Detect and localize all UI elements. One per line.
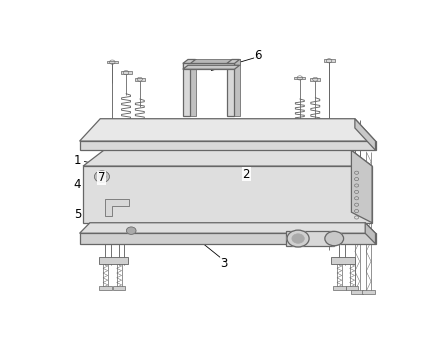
Polygon shape [79,223,376,233]
Polygon shape [294,77,305,79]
Text: 4: 4 [74,178,81,191]
Circle shape [127,227,136,234]
Polygon shape [79,233,376,244]
Polygon shape [183,65,240,69]
Text: 3: 3 [220,257,227,270]
Polygon shape [83,150,372,166]
Polygon shape [79,141,376,150]
Polygon shape [333,286,345,290]
Polygon shape [79,119,376,141]
Text: 2: 2 [242,168,250,181]
Polygon shape [107,61,118,63]
Polygon shape [352,150,372,223]
Polygon shape [286,231,334,247]
Circle shape [292,234,304,243]
Text: 6: 6 [254,49,262,62]
Polygon shape [105,199,130,216]
Polygon shape [120,71,131,74]
Polygon shape [365,223,376,244]
Circle shape [287,230,309,247]
Polygon shape [183,63,234,69]
Polygon shape [83,166,372,223]
Polygon shape [188,60,240,65]
Polygon shape [355,119,376,150]
Polygon shape [227,63,234,116]
Circle shape [98,173,106,180]
Polygon shape [135,78,145,81]
Polygon shape [346,286,358,290]
Polygon shape [113,286,125,290]
Polygon shape [99,286,111,290]
Text: 1: 1 [74,154,81,167]
Polygon shape [362,290,375,294]
Polygon shape [232,60,240,116]
Polygon shape [188,60,195,116]
Circle shape [95,171,110,182]
Polygon shape [227,60,240,63]
Polygon shape [331,257,355,264]
Text: 5: 5 [74,208,81,221]
Text: 7: 7 [98,171,105,184]
Polygon shape [183,60,195,63]
Polygon shape [324,60,335,62]
Polygon shape [351,290,364,294]
Circle shape [325,232,344,246]
Polygon shape [183,63,190,116]
Polygon shape [99,257,128,264]
Polygon shape [310,78,321,81]
